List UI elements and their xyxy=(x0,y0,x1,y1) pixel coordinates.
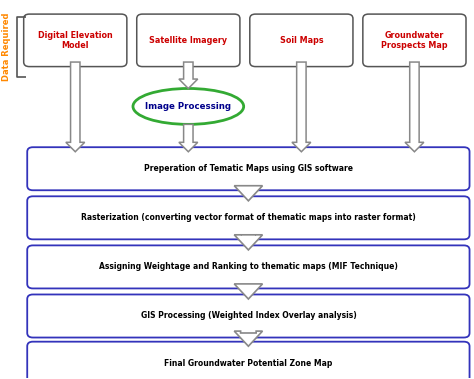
Polygon shape xyxy=(234,186,263,201)
Polygon shape xyxy=(234,284,263,299)
FancyBboxPatch shape xyxy=(27,147,470,190)
FancyBboxPatch shape xyxy=(27,196,470,240)
FancyBboxPatch shape xyxy=(27,245,470,288)
Text: Soil Maps: Soil Maps xyxy=(280,36,323,45)
Polygon shape xyxy=(179,124,198,152)
FancyBboxPatch shape xyxy=(137,14,240,67)
Text: Satellite Imagery: Satellite Imagery xyxy=(149,36,228,45)
Text: Image Processing: Image Processing xyxy=(146,102,231,111)
FancyBboxPatch shape xyxy=(250,14,353,67)
Text: Groundwater
Prospects Map: Groundwater Prospects Map xyxy=(381,31,448,50)
FancyBboxPatch shape xyxy=(24,14,127,67)
Polygon shape xyxy=(234,331,263,346)
Polygon shape xyxy=(405,62,424,152)
Text: GIS Processing (Weighted Index Overlay analysis): GIS Processing (Weighted Index Overlay a… xyxy=(140,312,356,321)
FancyBboxPatch shape xyxy=(363,14,466,67)
FancyBboxPatch shape xyxy=(27,294,470,338)
Text: Final Groundwater Potential Zone Map: Final Groundwater Potential Zone Map xyxy=(164,359,333,368)
Text: Rasterization (converting vector format of thematic maps into raster format): Rasterization (converting vector format … xyxy=(81,213,416,222)
Polygon shape xyxy=(179,62,198,88)
Text: Assigning Weightage and Ranking to thematic maps (MIF Technique): Assigning Weightage and Ranking to thema… xyxy=(99,262,398,271)
Polygon shape xyxy=(292,62,311,152)
Polygon shape xyxy=(234,235,263,250)
Text: Preperation of Tematic Maps using GIS software: Preperation of Tematic Maps using GIS so… xyxy=(144,164,353,173)
Ellipse shape xyxy=(133,88,244,124)
FancyBboxPatch shape xyxy=(27,342,470,379)
Polygon shape xyxy=(66,62,85,152)
Text: Data Required: Data Required xyxy=(1,13,10,81)
Text: Digital Elevation
Model: Digital Elevation Model xyxy=(38,31,113,50)
